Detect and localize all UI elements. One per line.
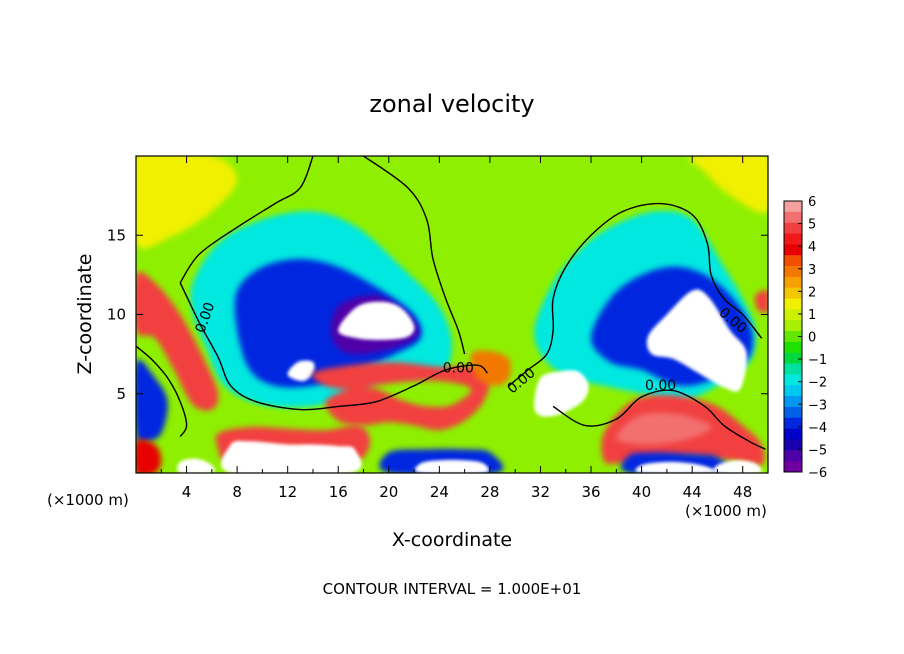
y-axis-ticks: 5 10 15: [107, 226, 768, 403]
region-right-center-red-inner: [616, 412, 712, 445]
colorbar-label-5: 2: [808, 285, 816, 300]
colorbar-label-8: −1: [808, 353, 827, 368]
region-right-bottom-white: [635, 461, 718, 473]
zero-contour-1: [179, 156, 314, 284]
region-top-left-yellow: [136, 156, 238, 249]
x-tick-label-44: 44: [683, 483, 702, 501]
region-left-edge-negative-lower: [136, 359, 168, 443]
colorbar-swatch-1: [784, 201, 802, 213]
region-right-bottom-white-2: [713, 460, 762, 473]
region-left-edge-positive-bottom: [136, 439, 162, 473]
x-tick-label-24: 24: [430, 483, 449, 501]
x-tick-label-40: 40: [632, 483, 651, 501]
contour-interval-footer: CONTOUR INTERVAL = 1.000E+01: [323, 580, 582, 598]
colorbar: 6 5 4 3 2 1 0 −1 −2 −3 −4 −5 −6: [783, 195, 827, 481]
x-unit-left: (×1000 m): [47, 491, 129, 509]
colorbar-swatch-21: [784, 417, 802, 430]
colorbar-swatch-9: [784, 287, 802, 300]
y-axis-label: Z-coordinate: [74, 254, 96, 375]
x-unit-right: (×1000 m): [685, 502, 767, 520]
colorbar-label-1: 6: [808, 195, 816, 210]
colorbar-swatch-7: [784, 266, 802, 278]
region-right-lobe-white-core: [646, 289, 747, 392]
colorbar-label-9: −2: [808, 376, 827, 391]
plot-area: 0.000.00 0.00 0.000.00: [136, 156, 768, 473]
colorbar-swatch-14: [784, 341, 802, 354]
colorbar-label-12: −5: [808, 443, 827, 458]
colorbar-swatch-12: [784, 320, 802, 332]
colorbar-swatch-3: [784, 222, 802, 235]
x-tick-label-28: 28: [480, 483, 499, 501]
colorbar-label-3: 4: [808, 240, 816, 255]
y-tick-label-5: 5: [116, 385, 126, 403]
colorbar-label-6: 1: [808, 308, 816, 323]
zero-contour-6: [136, 345, 188, 437]
x-tick-label-20: 20: [379, 483, 398, 501]
x-tick-label-32: 32: [531, 483, 550, 501]
region-left-lobe-white-core: [338, 301, 415, 340]
region-bottom-left-white: [221, 440, 362, 473]
region-center-positive-arc: [312, 362, 491, 431]
region-center-positive-right-wing: [470, 350, 511, 386]
colorbar-swatch-24: [784, 450, 802, 462]
y-tick-label-15: 15: [107, 226, 126, 244]
zero-contour-3: [363, 156, 466, 355]
chart-title: zonal velocity: [369, 90, 534, 118]
region-left-lobe-mid-negative: [234, 259, 422, 388]
x-tick-label-8: 8: [232, 483, 242, 501]
colorbar-swatch-22: [784, 428, 802, 440]
colorbar-label-4: 3: [808, 263, 816, 278]
x-tick-label-48: 48: [733, 483, 752, 501]
zero-contour-lines: [136, 156, 766, 450]
colorbar-swatch-6: [784, 255, 802, 267]
colorbar-label-2: 5: [808, 218, 816, 233]
contour-label-2: 0.00: [443, 360, 474, 376]
colorbar-swatch-13: [784, 331, 802, 343]
region-right-lobe-white-mid: [534, 370, 589, 417]
colorbar-swatch-18: [784, 385, 802, 397]
colorbar-swatch-4: [784, 233, 802, 245]
contour-label-4: 0.00: [645, 378, 676, 394]
zero-contour-5: [552, 389, 766, 450]
region-bottom-center-white: [414, 459, 490, 473]
region-left-edge-positive-jet: [136, 271, 219, 411]
colorbar-swatch-8: [784, 276, 802, 289]
x-tick-label-16: 16: [329, 483, 348, 501]
colorbar-swatch-10: [784, 298, 802, 310]
colorbar-label-10: −3: [808, 398, 827, 413]
colorbar-swatch-16: [784, 363, 802, 375]
colorbar-swatch-19: [784, 396, 802, 408]
x-tick-label-12: 12: [278, 483, 297, 501]
colorbar-label-11: −4: [808, 421, 827, 436]
colorbar-swatch-2: [784, 211, 802, 224]
colorbar-swatch-11: [784, 309, 802, 321]
x-tick-label-36: 36: [581, 483, 600, 501]
y-tick-label-10: 10: [107, 306, 126, 324]
zero-contour-4: [508, 202, 763, 387]
colorbar-label-7: 0: [808, 331, 816, 346]
region-left-lobe-white-small: [287, 360, 315, 382]
x-axis-ticks: 4 8 12 16 20 24 28 32 36 40 44 48: [160, 156, 752, 501]
x-axis-label: X-coordinate: [392, 529, 512, 551]
colorbar-swatch-15: [784, 352, 802, 365]
colorbar-swatch-23: [784, 439, 802, 451]
region-top-right-yellow: [688, 156, 768, 213]
colorbar-label-13: −6: [808, 466, 827, 481]
region-right-edge-positive-small: [754, 289, 768, 313]
x-tick-label-4: 4: [182, 483, 192, 501]
zero-contour-2: [179, 282, 488, 411]
colorbar-swatch-5: [784, 244, 802, 256]
colorbar-swatch-25: [784, 461, 802, 473]
colorbar-swatch-17: [784, 374, 802, 386]
colorbar-swatch-20: [784, 406, 802, 419]
